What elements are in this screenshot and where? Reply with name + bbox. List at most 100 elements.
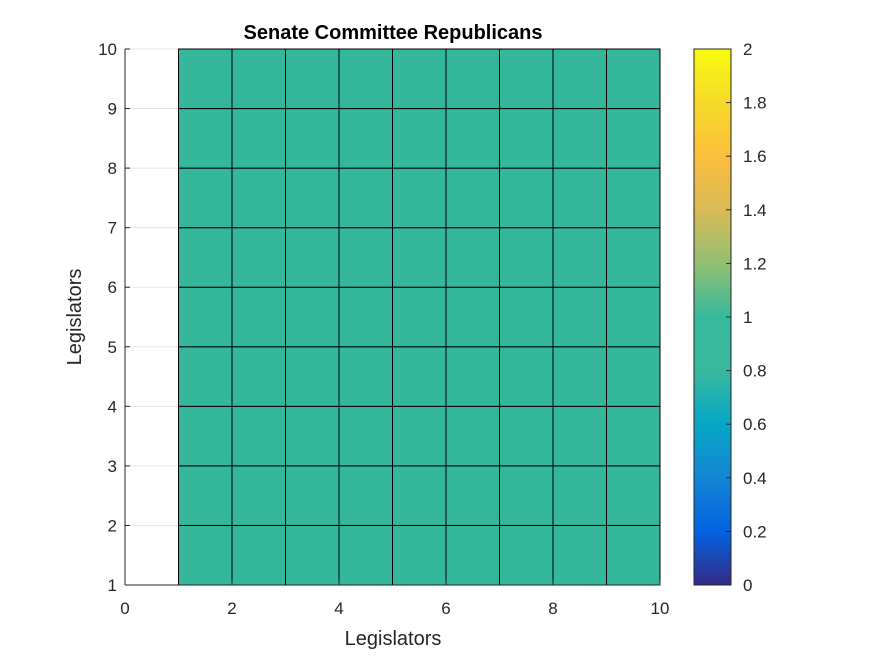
heatmap-cell (445, 405, 500, 467)
heatmap-cell (231, 346, 286, 407)
heatmap-cell (178, 167, 233, 229)
x-axis-label: Legislators (345, 628, 442, 650)
heatmap-cell (445, 167, 500, 229)
heatmap-cell (285, 286, 340, 348)
y-tick-label: 8 (108, 159, 117, 178)
heatmap-cell (338, 524, 393, 586)
x-tick-label: 6 (441, 599, 450, 618)
colorbar-tick-label: 0.6 (743, 415, 767, 434)
heatmap-cell (338, 167, 393, 229)
heatmap-cell (552, 227, 607, 288)
colorbar-tick-label: 1.4 (743, 201, 767, 220)
colorbar-tick-label: 0.2 (743, 522, 767, 541)
heatmap-cell (552, 48, 607, 110)
colorbar-tick-label: 0.8 (743, 362, 767, 381)
heatmap-cell (338, 108, 393, 169)
heatmap-cell (499, 227, 554, 288)
y-tick-label: 1 (108, 576, 117, 595)
heatmap-cell (445, 465, 500, 526)
y-tick-label: 2 (108, 516, 117, 535)
heatmap-cell (338, 227, 393, 288)
colorbar-gradient (693, 48, 732, 586)
heatmap-cell (178, 405, 233, 467)
heatmap-cell (445, 108, 500, 169)
heatmap-cell (499, 167, 554, 229)
colorbar-tick-label: 0.4 (743, 469, 767, 488)
heatmap-cell (178, 524, 233, 586)
heatmap-cell (285, 524, 340, 586)
colorbar-tick-label: 2 (743, 40, 752, 59)
x-tick-label: 10 (651, 599, 670, 618)
heatmap-cell (606, 465, 661, 526)
heatmap-cell (445, 524, 500, 586)
heatmap-cell (552, 108, 607, 169)
heatmap-cell (285, 48, 340, 110)
heatmap-cell (606, 524, 661, 586)
heatmap-cell (178, 48, 233, 110)
chart-title: Senate Committee Republicans (244, 22, 543, 44)
heatmap-cell (499, 48, 554, 110)
heatmap-cell (606, 286, 661, 348)
heatmap-cell (606, 167, 661, 229)
x-tick-label: 8 (548, 599, 557, 618)
heatmap-cell (499, 524, 554, 586)
colorbar-tick-label: 1 (743, 308, 752, 327)
heatmap-cells (178, 48, 661, 586)
heatmap-cell (392, 346, 447, 407)
y-tick-label: 3 (108, 457, 117, 476)
heatmap-cell (231, 405, 286, 467)
heatmap-cell (606, 108, 661, 169)
heatmap-cell (552, 286, 607, 348)
heatmap-cell (231, 108, 286, 169)
heatmap-cell (392, 286, 447, 348)
heatmap-cell (285, 108, 340, 169)
heatmap-cell (606, 405, 661, 467)
colorbar-tick-label: 1.6 (743, 147, 767, 166)
heatmap-cell (285, 346, 340, 407)
heatmap-cell (499, 346, 554, 407)
colorbar-tick-label: 0 (743, 576, 752, 595)
y-tick-label: 4 (108, 397, 117, 416)
heatmap-cell (392, 167, 447, 229)
heatmap-cell (231, 286, 286, 348)
heatmap-cell (552, 346, 607, 407)
heatmap-cell (392, 48, 447, 110)
y-axis-label: Legislators (64, 269, 86, 366)
heatmap-cell (178, 227, 233, 288)
x-tick-label: 2 (227, 599, 236, 618)
heatmap-cell (338, 405, 393, 467)
heatmap-cell (552, 167, 607, 229)
heatmap-cell (178, 465, 233, 526)
heatmap-cell (552, 405, 607, 467)
heatmap-cell (231, 227, 286, 288)
heatmap-cell (552, 524, 607, 586)
heatmap-cell (445, 227, 500, 288)
heatmap-cell (606, 227, 661, 288)
heatmap-cell (392, 227, 447, 288)
heatmap-cell (231, 48, 286, 110)
heatmap-cell (285, 405, 340, 467)
heatmap-cell (231, 465, 286, 526)
colorbar-tick-label: 1.8 (743, 94, 767, 113)
axes (124, 48, 661, 586)
y-tick-labels: 1 2 3 4 5 6 7 8 9 10 (98, 40, 117, 595)
colorbar-tick-label: 1.2 (743, 254, 767, 273)
y-tick-label: 5 (108, 338, 117, 357)
heatmap-cell (499, 108, 554, 169)
heatmap-cell (392, 108, 447, 169)
y-tick-label: 6 (108, 278, 117, 297)
heatmap-cell (231, 167, 286, 229)
colorbar-ticks: 0 0.2 0.4 0.6 0.8 1 1.2 1.4 1.6 1.8 2 (726, 40, 767, 595)
heatmap-cell (392, 405, 447, 467)
y-tick-label: 10 (98, 40, 117, 59)
heatmap-cell (445, 48, 500, 110)
heatmap-cell (606, 346, 661, 407)
colorbar: 0 0.2 0.4 0.6 0.8 1 1.2 1.4 1.6 1.8 2 (693, 40, 767, 595)
y-tick-label: 9 (108, 100, 117, 119)
heatmap-cell (285, 167, 340, 229)
x-tick-label: 0 (120, 599, 129, 618)
heatmap-cell (499, 465, 554, 526)
heatmap-cell (445, 286, 500, 348)
heatmap-cell (285, 465, 340, 526)
